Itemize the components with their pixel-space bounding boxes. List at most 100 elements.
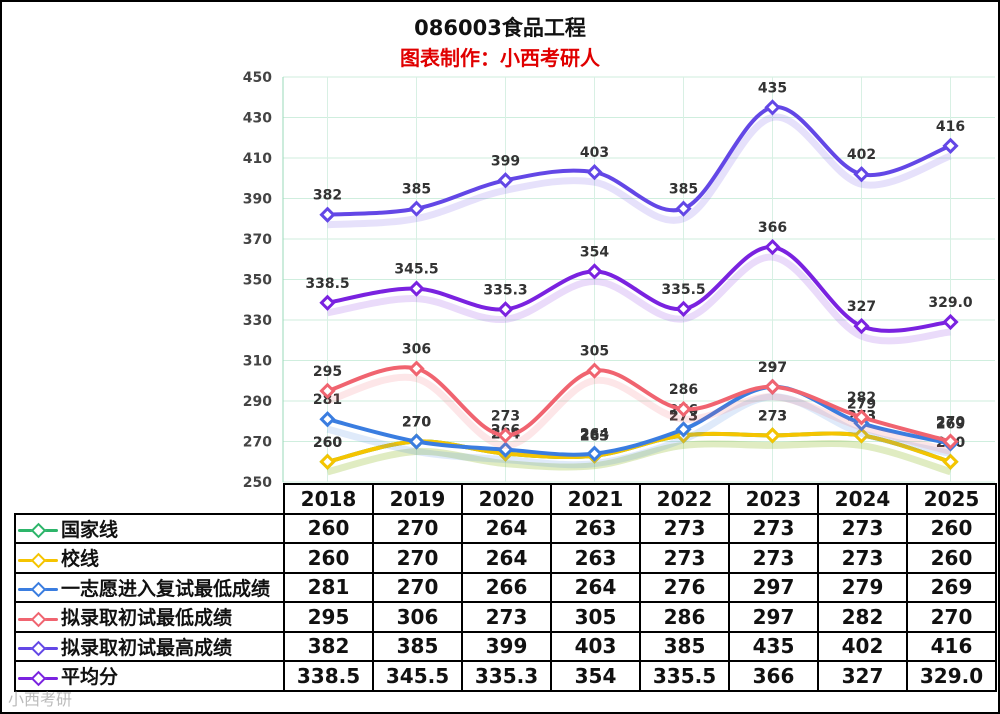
data-label: 269 bbox=[936, 417, 965, 433]
table-cell: 338.5 bbox=[283, 660, 374, 692]
table-cell: 269 bbox=[906, 571, 997, 603]
data-point-marker bbox=[319, 206, 336, 223]
data-label: 338.5 bbox=[305, 276, 349, 292]
series-line-shadow bbox=[326, 439, 952, 476]
table-cell: 366 bbox=[728, 660, 819, 692]
table-cell: 273 bbox=[639, 542, 730, 574]
data-point-marker bbox=[675, 300, 692, 317]
series-line bbox=[325, 384, 953, 457]
legend-label: 拟录取初试最低成绩 bbox=[61, 607, 233, 630]
data-label: 403 bbox=[580, 145, 609, 161]
table-cell: 270 bbox=[372, 542, 463, 574]
series-line bbox=[325, 105, 953, 217]
table-year-header: 2024 bbox=[817, 483, 908, 515]
table-cell: 435 bbox=[728, 630, 819, 662]
data-label: 270 bbox=[402, 415, 431, 431]
data-label: 399 bbox=[491, 153, 520, 169]
table-corner bbox=[15, 484, 284, 514]
data-point-marker bbox=[408, 280, 425, 297]
data-point-marker bbox=[942, 313, 959, 331]
table-cell: 273 bbox=[728, 512, 819, 544]
table-cell: 385 bbox=[639, 630, 730, 662]
data-point-marker bbox=[853, 409, 870, 426]
y-tick-label: 450 bbox=[243, 70, 272, 86]
table-cell: 345.5 bbox=[372, 660, 463, 692]
y-tick-label: 430 bbox=[243, 111, 272, 127]
legend-entry: 平均分 bbox=[14, 660, 285, 692]
table-cell: 266 bbox=[461, 571, 552, 603]
y-tick-label: 270 bbox=[243, 435, 272, 451]
series-line-shadow bbox=[326, 373, 952, 455]
table-year-header: 2019 bbox=[372, 483, 463, 515]
legend-label: 平均分 bbox=[61, 666, 119, 689]
data-point-marker bbox=[942, 453, 959, 470]
table-cell: 329.0 bbox=[906, 660, 997, 692]
legend-entry: 国家线 bbox=[14, 512, 285, 544]
series-line-shadow bbox=[326, 253, 951, 345]
data-label: 260 bbox=[313, 435, 342, 451]
y-tick-label: 310 bbox=[243, 354, 272, 370]
data-point-marker bbox=[853, 166, 870, 183]
table-year-header: 2018 bbox=[283, 483, 374, 515]
data-label: 263 bbox=[580, 429, 609, 445]
table-cell: 276 bbox=[639, 571, 730, 603]
legend-swatch-icon bbox=[18, 670, 58, 687]
table-cell: 260 bbox=[906, 512, 997, 544]
data-label: 270 bbox=[402, 415, 431, 431]
data-label: 354 bbox=[580, 244, 609, 260]
series-line-shadow bbox=[326, 393, 952, 469]
data-label: 335.5 bbox=[661, 282, 705, 298]
data-point-marker bbox=[675, 400, 692, 418]
data-label: 416 bbox=[936, 119, 965, 135]
y-tick-label: 410 bbox=[243, 151, 272, 167]
data-label: 282 bbox=[847, 390, 876, 406]
data-point-marker bbox=[319, 382, 336, 399]
data-label: 273 bbox=[758, 408, 787, 424]
data-point-marker bbox=[586, 445, 603, 462]
data-table: 2018 2019 2020 2021 2022 2023 2024 2025 国家线 260 27… bbox=[14, 483, 997, 692]
table-cell: 306 bbox=[372, 601, 463, 633]
data-label: 297 bbox=[758, 360, 787, 376]
legend-label: 校线 bbox=[61, 548, 100, 571]
table-cell: 327 bbox=[817, 660, 908, 692]
data-point-marker bbox=[764, 378, 781, 395]
table-cell: 335.5 bbox=[639, 660, 730, 692]
table-cell: 295 bbox=[283, 601, 374, 633]
data-point-marker bbox=[764, 238, 781, 256]
table-cell: 270 bbox=[372, 512, 463, 544]
y-tick-label: 330 bbox=[243, 313, 272, 329]
data-point-marker bbox=[853, 317, 870, 335]
legend-label: 拟录取初试最高成绩 bbox=[61, 636, 233, 659]
data-label: 366 bbox=[758, 220, 787, 236]
data-point-marker bbox=[408, 433, 425, 450]
table-year-header: 2025 bbox=[906, 483, 997, 515]
y-tick-label: 390 bbox=[243, 192, 272, 208]
data-label: 305 bbox=[580, 344, 609, 360]
data-label: 385 bbox=[669, 182, 698, 198]
table-row: 校线 260 270 264 263 273 273 273 260 bbox=[14, 542, 997, 574]
series-line bbox=[325, 245, 953, 333]
table-cell: 273 bbox=[639, 512, 730, 544]
table-cell: 335.3 bbox=[461, 660, 552, 692]
table-cell: 264 bbox=[461, 512, 552, 544]
table-cell: 264 bbox=[550, 571, 641, 603]
table-cell: 270 bbox=[372, 571, 463, 603]
table-cell: 297 bbox=[728, 571, 819, 603]
table-row: 国家线 260 270 264 263 273 273 273 260 bbox=[14, 512, 997, 544]
table-row: 拟录取初试最高成绩 382 385 399 403 385 435 402 416 bbox=[14, 630, 997, 662]
table-cell: 297 bbox=[728, 601, 819, 633]
data-point-marker bbox=[675, 200, 692, 217]
data-point-marker bbox=[942, 137, 959, 154]
data-label: 273 bbox=[758, 408, 787, 424]
series-line-shadow bbox=[326, 439, 952, 476]
table-cell: 281 bbox=[283, 571, 374, 603]
table-cell: 385 bbox=[372, 630, 463, 662]
table-cell: 305 bbox=[550, 601, 641, 633]
data-label: 329.0 bbox=[928, 295, 973, 311]
chart-subtitle: 图表制作：小西考研人 bbox=[400, 46, 600, 70]
table-cell: 273 bbox=[728, 542, 819, 574]
table-year-header: 2022 bbox=[639, 483, 730, 515]
table-cell: 382 bbox=[283, 630, 374, 662]
table-row: 平均分 338.5 345.5 335.3 354 335.5 366 327 329.0 bbox=[14, 660, 997, 692]
